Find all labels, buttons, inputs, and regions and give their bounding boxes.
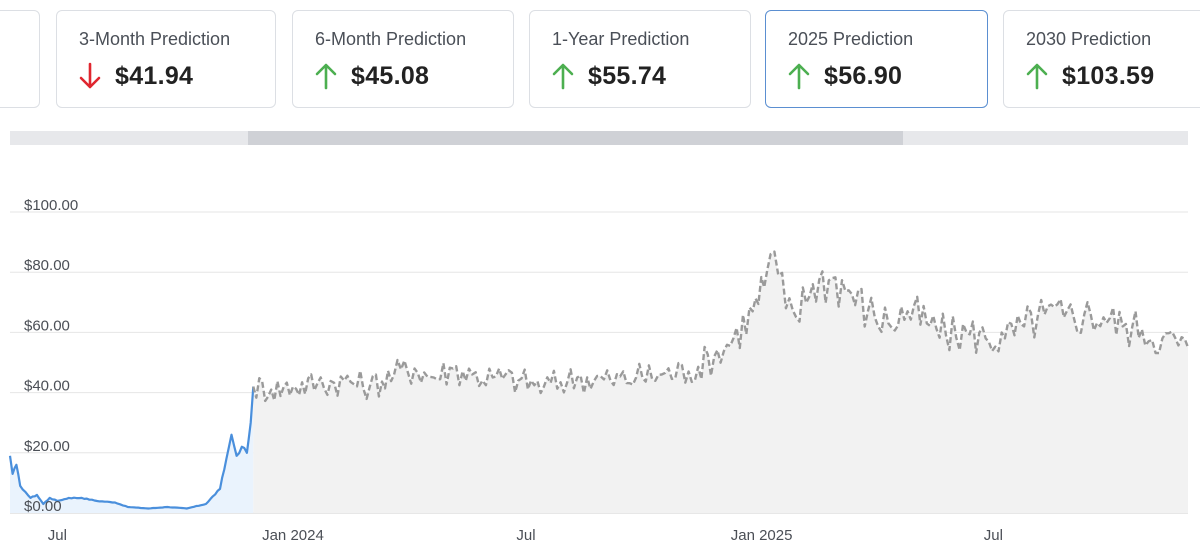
prediction-cards: 3-Month Prediction $41.94 6-Month Predic… [0,0,1200,120]
prediction-card-value: $103.59 [1062,61,1155,90]
arrow-down-icon [79,62,101,89]
prediction-card-value-row: $55.74 [552,59,666,93]
prediction-card-label: 2025 Prediction [788,29,914,49]
prediction-card-3-month[interactable]: 3-Month Prediction $41.94 [56,10,276,108]
prediction-card-partial[interactable] [0,10,40,108]
price-prediction-chart: $0.00 $20.00 $40.00 $60.00 $80.00 $100.00 Jul… [8,197,1190,544]
prediction-card-value: $55.74 [588,61,667,90]
x-tick-label: Jan 2024 [262,527,324,544]
prediction-card-value: $45.08 [351,61,430,90]
prediction-area [253,251,1189,513]
prediction-card-2030[interactable]: 2030 Prediction $103.59 [1003,10,1200,108]
y-tick-label: $20.00 [24,438,70,455]
prediction-card-value-row: $45.08 [315,59,429,93]
x-axis-ticks: Jul Jan 2024 Jul Jan 2025 Jul [48,527,1003,544]
prediction-card-label: 2030 Prediction [1026,29,1152,49]
y-axis-ticks: $0.00 $20.00 $40.00 $60.00 $80.00 $100.00 [24,197,78,515]
prediction-card-label: 6-Month Prediction [315,29,467,49]
chart-lines [8,250,1190,510]
y-tick-label: $60.00 [24,317,70,334]
prediction-card-1-year[interactable]: 1-Year Prediction $55.74 [529,10,751,108]
prediction-card-value-row: $103.59 [1026,59,1154,93]
y-tick-label: $0.00 [24,498,62,515]
x-tick-label: Jul [516,527,535,544]
prediction-card-value-row: $41.94 [79,59,193,93]
y-tick-label: $80.00 [24,257,70,274]
chart-areas [10,251,1189,513]
prediction-card-value: $56.90 [824,61,903,90]
y-tick-label: $40.00 [24,378,70,395]
x-tick-label: Jul [984,527,1003,544]
x-tick-label: Jan 2025 [731,527,793,544]
arrow-up-icon [552,63,574,90]
cards-scrollbar-thumb[interactable] [248,131,903,145]
prediction-card-label: 1-Year Prediction [552,29,690,49]
prediction-card-2025[interactable]: 2025 Prediction $56.90 [765,10,988,108]
arrow-up-icon [315,63,337,90]
historical-area [10,386,254,513]
prediction-card-label: 3-Month Prediction [79,29,231,49]
x-tick-label: Jul [48,527,67,544]
arrow-up-icon [788,63,810,90]
prediction-card-6-month[interactable]: 6-Month Prediction $45.08 [292,10,514,108]
y-tick-label: $100.00 [24,197,78,214]
cards-scrollbar[interactable] [10,131,1188,145]
prediction-card-value: $41.94 [115,61,194,90]
prediction-line [252,250,1190,403]
historical-price-line [8,386,255,510]
prediction-card-value-row: $56.90 [788,59,902,93]
arrow-up-icon [1026,63,1048,90]
